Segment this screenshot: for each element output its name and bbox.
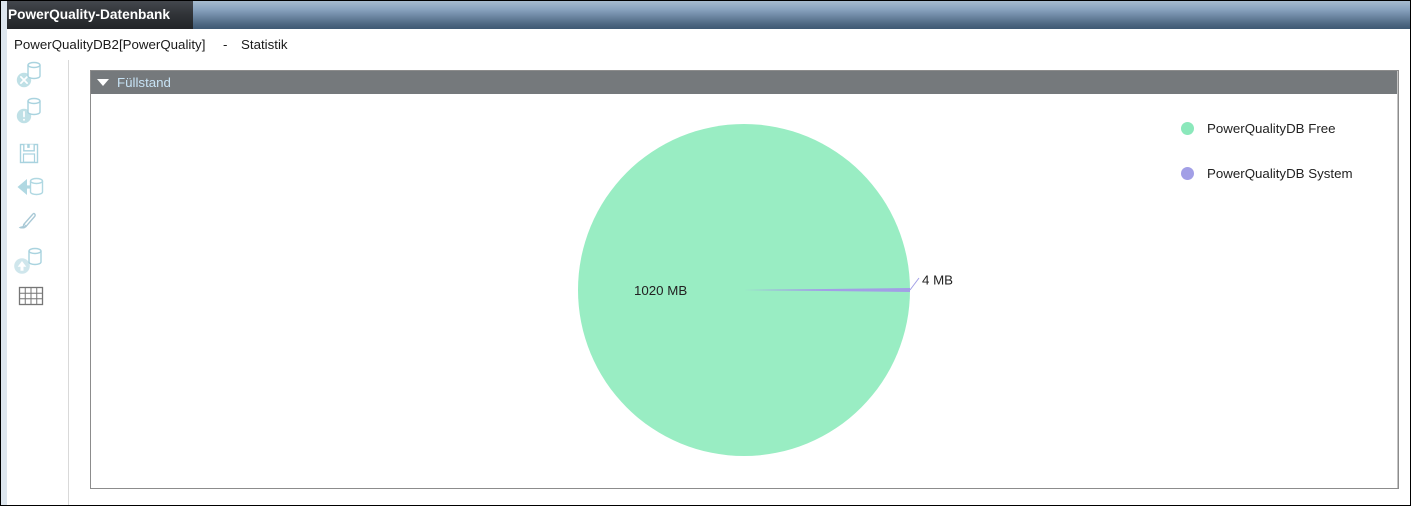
svg-text:4 MB: 4 MB — [922, 273, 953, 288]
svg-text:1020 MB: 1020 MB — [634, 283, 687, 298]
